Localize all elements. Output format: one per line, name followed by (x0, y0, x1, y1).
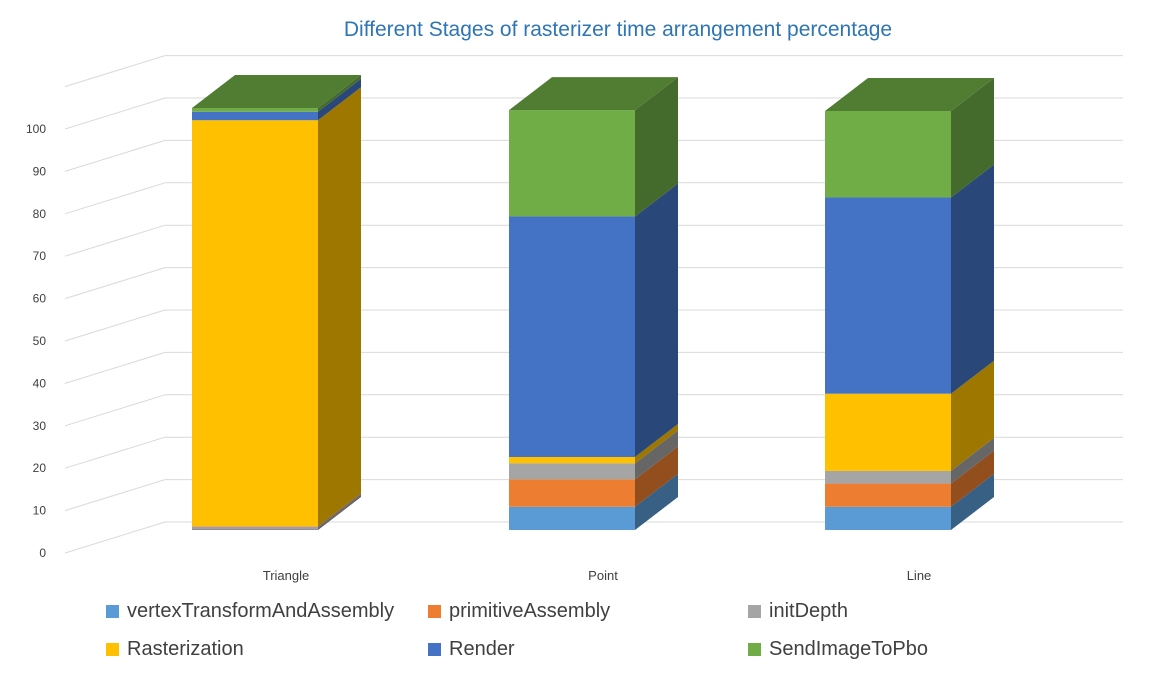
bar-segment-initDepth (509, 463, 635, 480)
bar-top-SendImageToPbo (825, 77, 994, 111)
bar-side-Rasterization (318, 87, 361, 527)
legend-swatch (748, 642, 761, 656)
bar-segment-Render (192, 111, 318, 121)
legend-item: primitiveAssembly (428, 598, 610, 624)
legend-item: Render (428, 636, 515, 662)
bar-side-initDepth (318, 493, 361, 528)
bar-segment-SendImageToPbo (192, 108, 318, 112)
legend-label: Rasterization (127, 637, 244, 660)
bar-segment-vertexTransformAndAssembly (509, 506, 635, 530)
side-gridline (64, 309, 166, 342)
x-category-label: Line (907, 568, 932, 583)
bar-segment-Render (509, 216, 635, 457)
bar-stack-line (825, 77, 994, 530)
bar-side-primitiveAssembly (318, 494, 361, 529)
bar-segment-primitiveAssembly (509, 479, 635, 507)
bar-segment-primitiveAssembly (825, 483, 951, 507)
y-tick-label: 60 (33, 292, 47, 306)
bar-side-Render (318, 78, 361, 121)
y-tick-label: 0 (39, 546, 46, 560)
side-gridline (64, 479, 166, 512)
y-tick-label: 20 (33, 461, 47, 475)
side-gridline (64, 394, 166, 427)
bar-segment-Rasterization (825, 393, 951, 471)
side-gridline (64, 97, 166, 130)
legend-label: initDepth (769, 599, 848, 622)
legend-item: Rasterization (106, 636, 244, 662)
bar-segment-Render (825, 197, 951, 394)
side-gridline (64, 521, 166, 554)
bar-segment-initDepth (192, 526, 318, 528)
bar-segment-SendImageToPbo (509, 110, 635, 217)
x-category-label: Triangle (263, 568, 309, 583)
bar-top-SendImageToPbo (509, 77, 678, 111)
y-tick-label: 40 (33, 376, 47, 390)
bar-segment-vertexTransformAndAssembly (192, 528, 318, 530)
bar-side-initDepth (635, 430, 678, 480)
bar-side-Rasterization (635, 423, 678, 464)
legend-swatch (106, 604, 119, 618)
legend-swatch (428, 604, 441, 618)
legend-swatch (748, 604, 761, 618)
chart-plot-area: 0 10 20 30 40 50 60 70 80 90 100 Triangle Point Line (26, 55, 1123, 583)
legend-label: Render (449, 637, 515, 660)
chart-title: Different Stages of rasterizer time arra… (343, 18, 893, 41)
side-gridline (64, 224, 166, 257)
bar-side-SendImageToPbo (318, 75, 361, 112)
bar-side-SendImageToPbo (635, 77, 678, 217)
bar-side-Render (635, 183, 678, 457)
side-gridline (64, 55, 166, 88)
y-tick-label: 10 (33, 504, 47, 518)
bar-side-SendImageToPbo (951, 77, 994, 198)
y-tick-label: 100 (26, 122, 46, 136)
legend-swatch (428, 642, 441, 656)
legend-swatch (106, 642, 119, 656)
legend-label: SendImageToPbo (769, 637, 929, 660)
side-gridline (64, 182, 166, 215)
legend-item: vertexTransformAndAssembly (106, 598, 394, 624)
bar-segment-Rasterization (192, 120, 318, 527)
bar-stack-point (509, 77, 678, 530)
bar-segment-Rasterization (509, 456, 635, 464)
bar-side-vertexTransformAndAssembly (635, 473, 678, 530)
side-gridline (64, 139, 166, 172)
bar-side-Rasterization (951, 360, 994, 471)
bar-segment-primitiveAssembly (192, 527, 318, 529)
bar-segment-vertexTransformAndAssembly (825, 506, 951, 530)
legend-item: SendImageToPbo (748, 636, 928, 662)
y-tick-label: 90 (33, 164, 47, 178)
bar-side-vertexTransformAndAssembly (318, 495, 361, 530)
bar-top-SendImageToPbo (192, 75, 361, 108)
y-tick-label: 80 (33, 207, 47, 221)
legend-item: initDepth (748, 598, 848, 624)
bar-side-vertexTransformAndAssembly (951, 473, 994, 530)
bar-stack-triangle (192, 75, 361, 530)
x-category-label: Point (588, 568, 618, 583)
bar-segment-SendImageToPbo (825, 110, 951, 198)
legend-label: primitiveAssembly (449, 599, 611, 622)
y-tick-label: 50 (33, 334, 47, 348)
side-gridline (64, 267, 166, 300)
y-tick-label: 70 (33, 249, 47, 263)
bar-side-initDepth (951, 437, 994, 484)
bar-side-Render (951, 164, 994, 394)
side-gridline (64, 436, 166, 469)
bar-segment-initDepth (825, 470, 951, 484)
side-gridline (64, 351, 166, 384)
bar-side-primitiveAssembly (635, 446, 678, 507)
bar-side-primitiveAssembly (951, 450, 994, 507)
legend-label: vertexTransformAndAssembly (127, 599, 395, 622)
y-tick-label: 30 (33, 419, 47, 433)
